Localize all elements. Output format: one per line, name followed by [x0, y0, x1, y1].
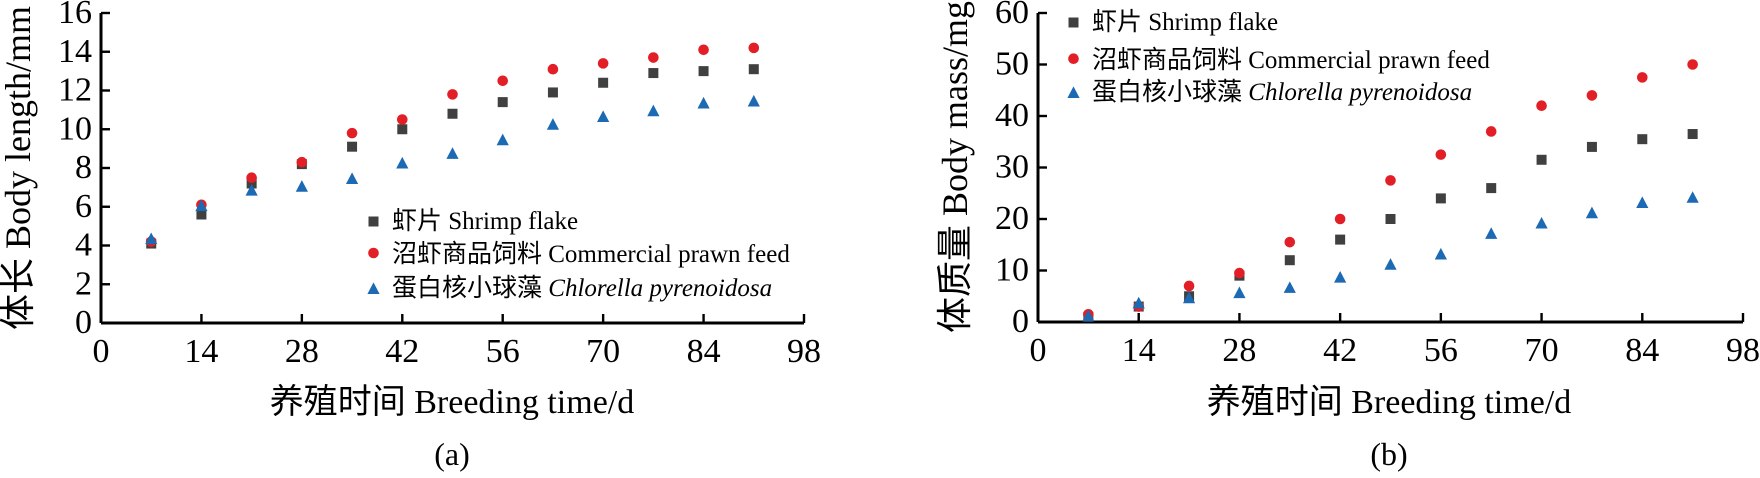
svg-text:30: 30	[995, 149, 1029, 186]
svg-text:50: 50	[995, 46, 1029, 83]
svg-text:28: 28	[285, 333, 319, 370]
svg-text:12: 12	[58, 72, 92, 109]
svg-text:84: 84	[1625, 332, 1659, 369]
svg-text:0: 0	[1030, 332, 1047, 369]
svg-text:16: 16	[58, 0, 92, 31]
svg-text:14: 14	[58, 33, 92, 70]
svg-text:60: 60	[995, 0, 1029, 31]
svg-text:体质量 Body mass/mg: 体质量 Body mass/mg	[935, 1, 975, 333]
svg-text:70: 70	[586, 333, 620, 370]
svg-text:10: 10	[58, 110, 92, 147]
svg-text:42: 42	[1323, 332, 1357, 369]
svg-text:28: 28	[1222, 332, 1256, 369]
svg-text:98: 98	[787, 333, 821, 370]
svg-text:沼虾商品饲料 Commercial prawn feed: 沼虾商品饲料 Commercial prawn feed	[392, 240, 790, 268]
svg-text:98: 98	[1726, 332, 1760, 369]
svg-text:70: 70	[1525, 332, 1559, 369]
svg-text:体长 Body length/mm: 体长 Body length/mm	[0, 6, 38, 330]
svg-text:2: 2	[75, 265, 92, 302]
svg-text:蛋白核小球藻 Chlorella pyrenoidosa: 蛋白核小球藻 Chlorella pyrenoidosa	[1092, 78, 1472, 106]
svg-text:8: 8	[75, 149, 92, 186]
svg-text:沼虾商品饲料 Commercial prawn feed: 沼虾商品饲料 Commercial prawn feed	[1092, 46, 1490, 74]
svg-text:10: 10	[995, 252, 1029, 289]
svg-text:40: 40	[995, 97, 1029, 134]
svg-text:42: 42	[385, 333, 419, 370]
svg-text:56: 56	[1424, 332, 1458, 369]
svg-text:0: 0	[75, 304, 92, 341]
svg-text:(b): (b)	[1370, 436, 1407, 472]
svg-text:4: 4	[75, 227, 92, 264]
svg-text:14: 14	[184, 333, 218, 370]
svg-text:14: 14	[1122, 332, 1156, 369]
svg-text:虾片 Shrimp flake: 虾片 Shrimp flake	[1092, 8, 1278, 36]
svg-text:56: 56	[486, 333, 520, 370]
svg-text:养殖时间 Breeding time/d: 养殖时间 Breeding time/d	[1207, 383, 1572, 421]
svg-text:0: 0	[93, 333, 110, 370]
svg-text:养殖时间 Breeding time/d: 养殖时间 Breeding time/d	[270, 383, 635, 421]
svg-text:0: 0	[1012, 303, 1029, 340]
svg-text:84: 84	[687, 333, 721, 370]
svg-text:6: 6	[75, 188, 92, 225]
svg-text:虾片 Shrimp flake: 虾片 Shrimp flake	[392, 207, 578, 235]
svg-text:20: 20	[995, 200, 1029, 237]
svg-text:蛋白核小球藻 Chlorella pyrenoidosa: 蛋白核小球藻 Chlorella pyrenoidosa	[392, 274, 772, 302]
svg-text:(a): (a)	[434, 436, 470, 472]
